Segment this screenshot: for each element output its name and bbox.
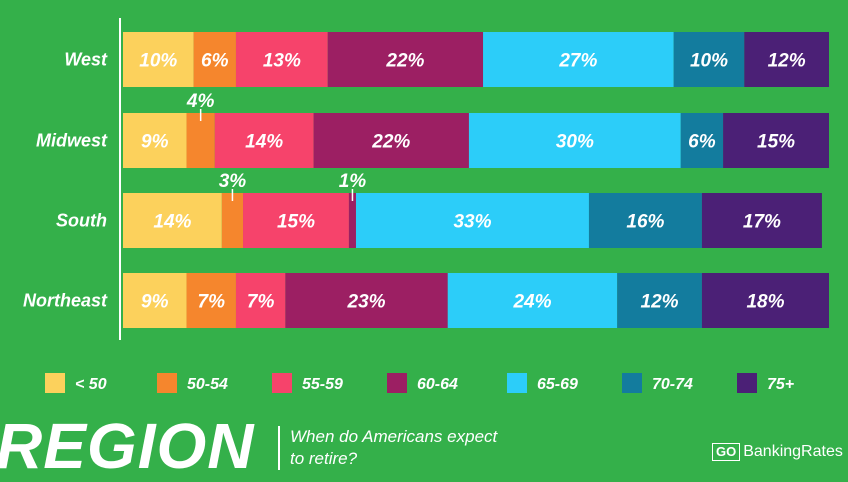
legend-label: 75+ [767,376,794,393]
category-label: Midwest [36,131,108,151]
bar-segment [327,32,484,87]
data-label: 9% [141,292,169,313]
bar-segment [447,273,618,328]
legend-swatch [272,373,292,393]
bar-segment [701,273,829,328]
data-label: 18% [746,292,784,313]
bar-segment [123,113,187,168]
data-label: 22% [385,51,424,72]
legend-swatch [45,373,65,393]
data-label: 12% [768,51,806,72]
data-label: 6% [688,132,716,153]
footer-question: When do Americans expect to retire? [290,427,498,468]
bar-segment [123,32,194,87]
data-label: 30% [556,132,594,153]
data-label: 17% [743,212,781,233]
bar-segment [123,193,222,248]
legend-swatch [622,373,642,393]
data-label: 15% [757,132,795,153]
legend-label: 70-74 [652,376,693,393]
data-label: 3% [219,171,247,192]
data-label: 24% [512,292,551,313]
legend-label: 55-59 [302,376,343,393]
data-label: 14% [153,212,191,233]
bar-segment [186,113,215,168]
legend-label: < 50 [75,376,107,393]
data-label: 23% [347,292,386,313]
bar-segment [468,113,681,168]
data-label: 4% [186,91,215,112]
bar-segment [588,193,702,248]
stacked-bar-chart: West 10% 6% 13% 22% 27% 10% 12% Midwest 9% 4% 14% 22… [23,18,829,393]
bar-segment [235,273,286,328]
data-label: 12% [641,292,679,313]
bar-segment [348,193,356,248]
data-label: 10% [690,51,728,72]
bar-segment [285,273,448,328]
legend-label: 60-64 [417,376,458,393]
category-label: South [56,211,107,231]
legend-swatch [737,373,757,393]
bar-segment [355,193,589,248]
bar-segment [186,273,236,328]
data-label: 16% [626,212,664,233]
data-label: 14% [245,132,283,153]
brand-name: BankingRates [743,443,843,460]
bar-segment [723,113,829,168]
data-label: 7% [247,292,275,313]
data-label: 7% [198,292,226,313]
bar-segment [221,193,244,248]
data-label: 1% [339,171,367,192]
legend-swatch [387,373,407,393]
bar-segment [483,32,674,87]
legend-swatch [157,373,177,393]
brand-logo: GO BankingRates [712,442,843,462]
bar-segment [193,32,236,87]
bar-segment [617,273,702,328]
bar-segment [313,113,469,168]
brand-go-box: GO [712,443,741,461]
data-label: 22% [371,132,410,153]
bar-segment [744,32,829,87]
data-label: 33% [453,212,491,233]
footer-divider [278,426,280,470]
data-label: 10% [139,51,177,72]
legend-label: 50-54 [187,376,228,393]
data-label: 15% [277,212,315,233]
bar-segment [701,193,822,248]
data-label: 9% [141,132,169,153]
bar-segment [123,273,187,328]
data-label: 27% [558,51,597,72]
legend-label: 65-69 [537,376,578,393]
bar-segment [243,193,349,248]
data-label: 13% [263,51,301,72]
data-label: 6% [201,51,229,72]
legend-swatch [507,373,527,393]
bar-segment [214,113,314,168]
bar-segment [235,32,328,87]
category-label: West [64,50,108,70]
footer-title: REGION [0,410,255,482]
bar-segment [673,32,745,87]
category-label: Northeast [23,291,108,311]
bar-segment [680,113,724,168]
